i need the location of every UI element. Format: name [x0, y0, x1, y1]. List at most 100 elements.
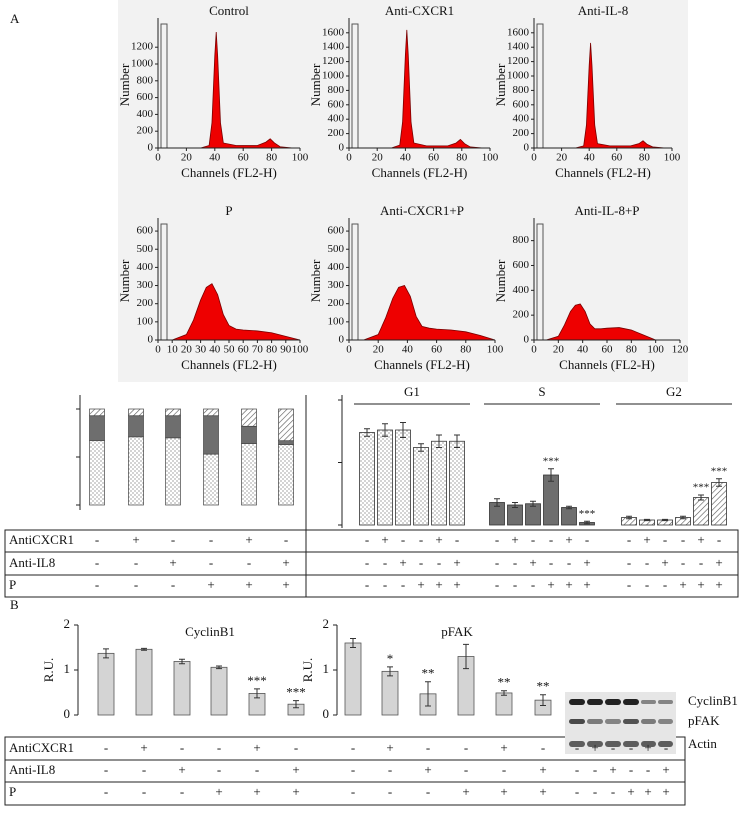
- y-tick-label: 0: [524, 334, 530, 346]
- y-axis-label: Number: [308, 259, 323, 302]
- condition-sign: +: [215, 784, 222, 799]
- significance: **: [537, 679, 550, 694]
- condition-sign: +: [644, 784, 651, 799]
- condition-sign: -: [142, 784, 146, 799]
- y-tick-label: 400: [513, 284, 530, 296]
- condition-sign: -: [180, 740, 184, 755]
- condition-sign: -: [549, 532, 553, 547]
- error-bar: [716, 478, 722, 487]
- y-tick-label: 1600: [507, 26, 530, 38]
- condition-sign: +: [253, 740, 260, 755]
- x-tick-label: 80: [460, 344, 472, 356]
- x-tick-label: 0: [531, 152, 537, 164]
- bar: [525, 503, 541, 526]
- bar-segment: [241, 425, 257, 444]
- condition-sign: -: [629, 762, 633, 777]
- significance: ***: [579, 508, 596, 520]
- condition-sign: -: [464, 762, 468, 777]
- x-axis-label: Channels (FL2-H): [372, 165, 468, 180]
- condition-sign: -: [627, 532, 631, 547]
- error-bar: [179, 658, 185, 665]
- chart-title: Anti-IL-8+P: [574, 203, 639, 218]
- error-bar: [418, 443, 424, 452]
- bar: [344, 642, 362, 716]
- x-tick-label: 10: [167, 344, 179, 356]
- x-tick-label: 60: [428, 152, 440, 164]
- group-label: S: [538, 384, 545, 399]
- condition-sign: +: [591, 740, 598, 755]
- y-tick-label: 1400: [507, 41, 530, 53]
- condition-sign: -: [104, 784, 108, 799]
- condition-sign: -: [134, 577, 138, 592]
- error-bar: [501, 690, 507, 696]
- condition-sign: +: [565, 577, 572, 592]
- histogram-area: [534, 42, 672, 149]
- condition-sign: -: [593, 762, 597, 777]
- condition-sign: +: [715, 577, 722, 592]
- condition-sign: -: [664, 740, 668, 755]
- y-tick-label: 0: [148, 334, 154, 346]
- x-tick-label: 40: [584, 152, 596, 164]
- error-bar: [626, 515, 632, 520]
- y-tick-label: 1400: [322, 41, 345, 53]
- bar: [395, 429, 411, 526]
- significance: **: [422, 666, 435, 681]
- x-tick-label: 60: [611, 152, 623, 164]
- y-tick-label: 200: [328, 127, 345, 139]
- x-tick-label: 80: [639, 152, 651, 164]
- bar-segment: [241, 408, 257, 427]
- error-bar: [698, 494, 704, 501]
- condition-sign: +: [169, 555, 176, 570]
- bar-segment: [165, 408, 181, 417]
- y-tick-label: 800: [513, 84, 530, 96]
- condition-sign: -: [575, 784, 579, 799]
- x-axis-label: Channels (FL2-H): [374, 357, 470, 372]
- condition-sign: +: [424, 762, 431, 777]
- bar-segment: [165, 437, 181, 506]
- y-tick-label: 200: [513, 127, 530, 139]
- x-tick-label: 0: [531, 344, 537, 356]
- y-tick-label: 1200: [507, 55, 530, 67]
- error-bar: [216, 665, 222, 670]
- error-bar: [425, 681, 431, 707]
- condition-sign: -: [104, 762, 108, 777]
- y-tick-label: 200: [513, 309, 530, 321]
- y-tick-label: 1200: [131, 41, 154, 53]
- bar-segment: [128, 415, 144, 438]
- condition-sign: +: [643, 532, 650, 547]
- bar: [413, 447, 429, 526]
- condition-sign: +: [697, 532, 704, 547]
- histogram-area: [172, 283, 301, 341]
- y-tick-label: 1000: [322, 70, 345, 82]
- condition-sign: -: [495, 577, 499, 592]
- condition-sign: -: [627, 555, 631, 570]
- bar: [449, 440, 465, 526]
- condition-sign: -: [699, 555, 703, 570]
- y-tick-label: 0: [323, 706, 330, 721]
- condition-sign: +: [462, 784, 469, 799]
- panel-label: A: [10, 11, 20, 26]
- x-tick-label: 20: [181, 344, 193, 356]
- condition-sign: -: [645, 577, 649, 592]
- y-tick-label: 600: [328, 225, 345, 237]
- bar: [495, 692, 513, 716]
- bar-segment: [203, 415, 219, 455]
- condition-sign: +: [511, 532, 518, 547]
- error-bar: [141, 647, 147, 651]
- y-axis-label: Number: [117, 63, 132, 106]
- condition-sign: +: [245, 577, 252, 592]
- condition-sign: -: [645, 555, 649, 570]
- condition-sign: -: [142, 762, 146, 777]
- condition-sign: -: [217, 762, 221, 777]
- y-tick-label: 2: [323, 616, 330, 631]
- condition-sign: -: [663, 577, 667, 592]
- condition-sign: -: [209, 555, 213, 570]
- group-label: G2: [666, 384, 682, 399]
- error-bar: [566, 505, 572, 510]
- error-bar: [350, 638, 356, 648]
- error-bar: [364, 428, 370, 437]
- condition-sign: -: [388, 784, 392, 799]
- x-tick-label: 0: [155, 344, 161, 356]
- condition-sign: -: [575, 740, 579, 755]
- blot-label: pFAK: [688, 713, 720, 728]
